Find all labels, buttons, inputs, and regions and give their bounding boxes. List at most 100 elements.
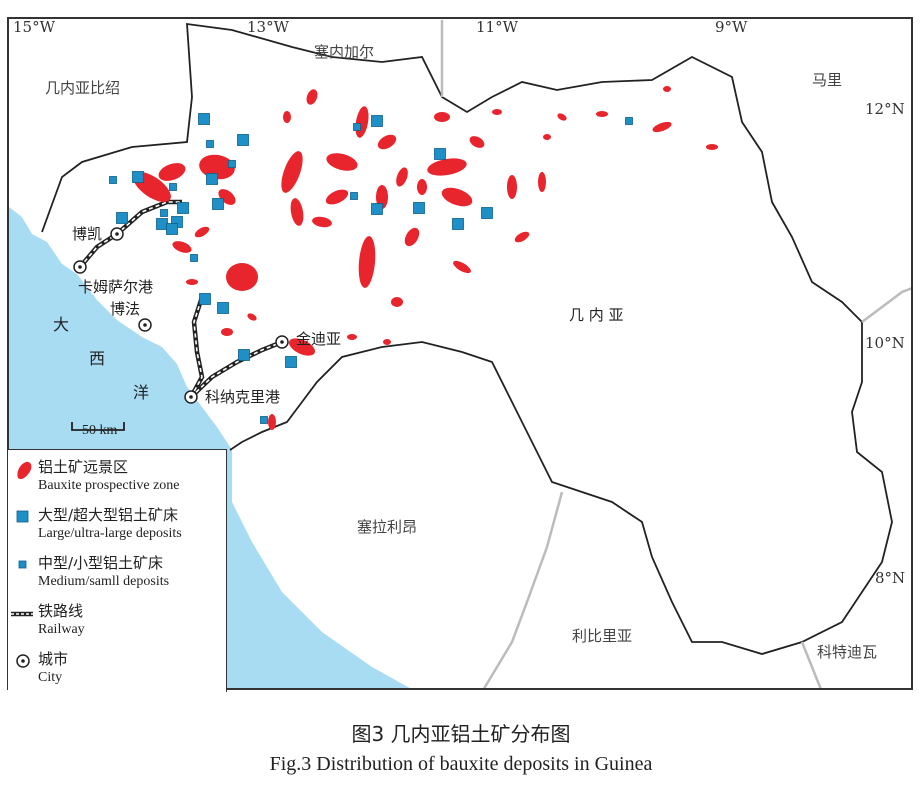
label-ocean-da: 大 <box>53 315 70 334</box>
bauxite-zone <box>557 113 567 121</box>
railway-icon <box>11 611 33 617</box>
legend-item-medium-deposit: 中型/小型铝土矿床 Medium/samll deposits <box>8 552 226 598</box>
lon-tick-15w: 15°W <box>13 18 56 36</box>
bauxite-zone <box>453 260 471 274</box>
city-marker-kamsar <box>73 260 87 274</box>
legend-item-railway: 铁路线 Railway <box>8 600 226 646</box>
lat-tick-10n: 10°N <box>865 334 905 352</box>
large-deposit-marker <box>132 171 144 183</box>
label-cote-divoire: 科特迪瓦 <box>817 643 878 661</box>
lon-tick-13w: 13°W <box>247 18 290 36</box>
legend-city-zh: 城市 <box>38 650 69 668</box>
label-guinea-bissau: 几内亚比绍 <box>45 79 121 97</box>
legend-bauxite-en: Bauxite prospective zone <box>38 478 180 493</box>
large-deposit-marker <box>156 218 168 230</box>
label-ocean-yang: 洋 <box>133 383 150 402</box>
bauxite-zone <box>706 144 718 150</box>
bauxite-zone <box>543 134 551 140</box>
bauxite-zone <box>376 185 388 209</box>
bauxite-zone <box>427 158 467 176</box>
label-sierra-leone: 塞拉利昂 <box>357 518 418 536</box>
label-senegal: 塞内加尔 <box>314 43 375 61</box>
bauxite-zone <box>226 263 258 291</box>
legend-bauxite-zh: 铝土矿远景区 <box>38 458 129 476</box>
bauxite-zone <box>391 297 403 307</box>
lon-tick-11w: 11°W <box>476 18 519 36</box>
large-deposit-marker <box>237 134 249 146</box>
bauxite-zone <box>221 328 233 336</box>
city-marker-conakry <box>184 390 198 404</box>
city-marker-kindia <box>275 335 289 349</box>
bauxite-zone <box>538 172 546 192</box>
bauxite-zone <box>652 121 672 133</box>
bauxite-zone <box>172 241 192 253</box>
bauxite-zone-icon <box>17 461 32 480</box>
medium-deposit-marker <box>160 209 168 217</box>
large-deposit-marker <box>413 202 425 214</box>
legend-large-en: Large/ultra-large deposits <box>38 526 182 541</box>
legend-city-en: City <box>38 670 63 685</box>
large-deposit-marker <box>238 349 250 361</box>
large-deposit-marker <box>177 202 189 214</box>
city-marker-boke <box>110 227 124 241</box>
legend-medium-zh: 中型/小型铝土矿床 <box>38 554 164 572</box>
large-deposit-marker <box>199 293 211 305</box>
bauxite-zone <box>358 236 376 288</box>
large-deposit-icon <box>16 510 29 523</box>
medium-deposit-marker <box>625 117 633 125</box>
bauxite-zone <box>383 339 391 345</box>
bauxite-zone <box>514 231 530 243</box>
legend-medium-en: Medium/samll deposits <box>38 574 170 589</box>
large-deposit-marker <box>166 223 178 235</box>
label-city-boke: 博凯 <box>72 225 103 243</box>
medium-deposit-marker <box>353 123 361 131</box>
large-deposit-marker <box>371 203 383 215</box>
label-mali: 马里 <box>812 71 843 89</box>
medium-deposit-marker <box>350 192 358 200</box>
label-city-kamsar: 卡姆萨尔港 <box>78 278 154 296</box>
lon-tick-9w: 9°W <box>715 18 748 36</box>
large-deposit-marker <box>481 207 493 219</box>
railway-conakry-dash <box>190 296 283 398</box>
medium-deposit-marker <box>190 254 198 262</box>
guinea-border <box>41 22 893 655</box>
bauxite-zone <box>247 313 257 321</box>
legend-item-city: 城市 City <box>8 648 226 694</box>
bauxite-zone <box>469 136 485 148</box>
bauxite-zone <box>306 89 318 105</box>
label-city-conakry: 科纳克里港 <box>205 388 281 406</box>
bauxite-zone <box>417 179 427 195</box>
label-city-boffa: 博法 <box>110 300 141 318</box>
large-deposit-marker <box>452 218 464 230</box>
figure-caption-zh: 图3 几内亚铝土矿分布图 <box>351 722 571 746</box>
bauxite-zone <box>507 175 517 199</box>
bauxite-zone <box>186 279 198 285</box>
bauxite-zone <box>325 189 349 205</box>
neighbor-border-cote <box>800 287 911 688</box>
large-deposit-marker <box>285 356 297 368</box>
large-deposit-marker <box>198 113 210 125</box>
scale-bar <box>71 422 125 431</box>
bauxite-zone <box>326 153 358 171</box>
bauxite-zone <box>158 163 186 181</box>
large-deposit-marker <box>116 212 128 224</box>
legend-railway-zh: 铁路线 <box>38 602 84 620</box>
lat-tick-8n: 8°N <box>875 569 906 587</box>
railway-boke-kamsar-dash <box>79 201 182 268</box>
bauxite-zone <box>377 134 397 150</box>
label-guinea: 几 内 亚 <box>569 306 624 324</box>
bauxite-zone <box>355 106 369 138</box>
bauxite-zone <box>596 111 608 117</box>
large-deposit-marker <box>371 115 383 127</box>
bauxite-zone <box>268 414 276 430</box>
label-liberia: 利比里亚 <box>572 627 633 645</box>
medium-deposit-marker <box>109 176 117 184</box>
label-city-kindia: 金迪亚 <box>296 330 342 348</box>
bauxite-zone <box>441 187 473 207</box>
legend-large-zh: 大型/超大型铝土矿床 <box>38 506 179 524</box>
bauxite-zone <box>194 226 210 238</box>
medium-deposit-marker <box>228 160 236 168</box>
bauxite-zone <box>283 111 291 123</box>
scale-bar-label: 50 km <box>82 423 118 438</box>
bauxite-zone <box>396 167 408 187</box>
